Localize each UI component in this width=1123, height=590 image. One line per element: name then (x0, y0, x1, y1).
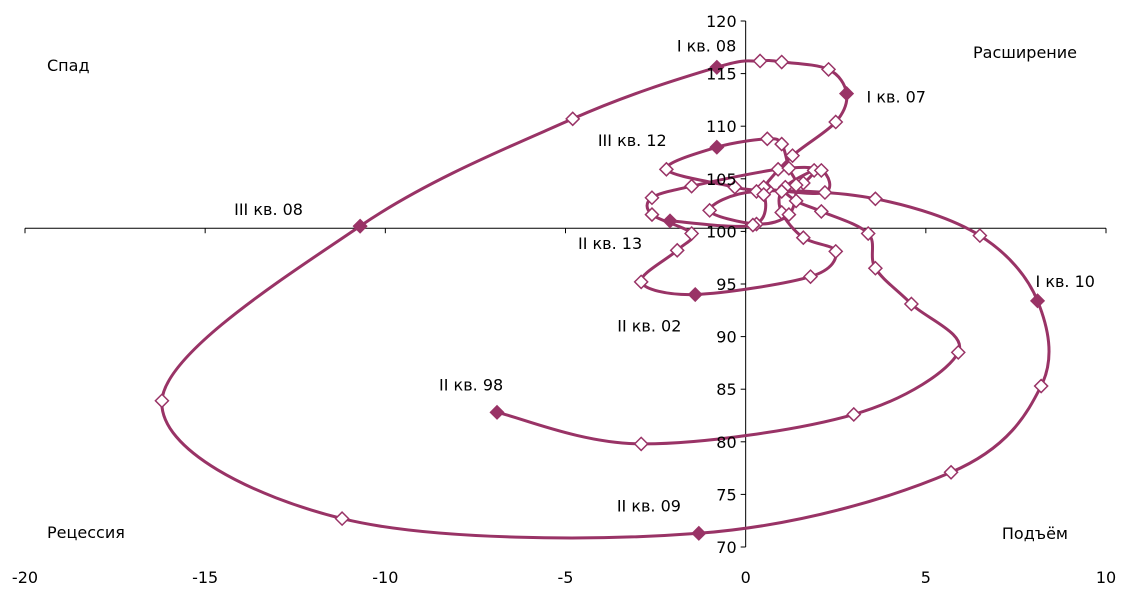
point-annotation: III кв. 08 (234, 200, 303, 219)
y-tick-label: 115 (706, 65, 737, 84)
data-point (867, 260, 883, 276)
data-point (795, 230, 811, 246)
data-point (658, 161, 674, 177)
data-point (727, 179, 743, 195)
data-point (684, 178, 700, 194)
data-point (860, 225, 876, 242)
series-layer (154, 53, 1051, 541)
data-point (813, 162, 829, 178)
y-tick-label: 90 (716, 328, 736, 347)
data-point (813, 203, 829, 219)
y-tick-label: 70 (716, 538, 736, 557)
point-annotation: I кв. 10 (1036, 272, 1095, 291)
data-point (788, 177, 804, 193)
quadrant-label-recession: Рецессия (47, 523, 125, 542)
data-point-highlight (838, 86, 855, 102)
data-point-highlight (691, 525, 707, 541)
data-point (903, 296, 919, 312)
x-tick-label: -15 (192, 568, 218, 587)
data-point (820, 61, 837, 77)
data-point (774, 183, 790, 199)
y-tick-label: 100 (706, 222, 737, 241)
y-tick-label: 85 (716, 380, 736, 399)
y-tick-label: 120 (706, 12, 737, 31)
y-tick-label: 110 (706, 117, 737, 136)
data-point-highlight (709, 59, 725, 75)
data-point (846, 406, 862, 423)
x-tick-label: 10 (1096, 568, 1116, 587)
x-tick-label: -20 (12, 568, 38, 587)
data-point (759, 131, 775, 147)
data-point (756, 187, 772, 203)
data-point (828, 243, 844, 259)
data-point (867, 191, 883, 207)
data-point (828, 114, 844, 130)
data-point (972, 228, 988, 244)
data-point (943, 464, 959, 480)
data-point (774, 136, 790, 152)
data-point (745, 217, 761, 233)
data-point (644, 190, 660, 206)
x-tick-label: 5 (921, 568, 931, 587)
data-point (684, 225, 700, 242)
y-tick-label: 80 (716, 433, 736, 452)
data-point (784, 148, 801, 164)
data-point-highlight (687, 286, 703, 303)
data-point (781, 160, 797, 176)
x-tick-label: 0 (741, 568, 751, 587)
data-point (334, 511, 350, 527)
point-annotation: I кв. 07 (867, 88, 926, 107)
point-annotation: III кв. 12 (598, 131, 667, 150)
data-point (633, 274, 649, 290)
point-annotation: II кв. 02 (617, 317, 681, 336)
data-point (633, 436, 649, 452)
data-point (950, 344, 966, 360)
point-annotation: I кв. 08 (677, 36, 736, 55)
data-point-highlight (489, 404, 505, 420)
data-point (644, 207, 660, 223)
quadrant-label-expansion: Расширение (973, 43, 1077, 62)
x-tick-label: -5 (558, 568, 574, 587)
point-annotation: II кв. 09 (617, 496, 681, 515)
data-point (1033, 378, 1049, 394)
quadrant-label-recovery: Подъём (1002, 524, 1068, 543)
data-point (752, 53, 768, 69)
y-tick-label: 105 (706, 170, 737, 189)
data-point (817, 184, 833, 201)
point-annotation: II кв. 13 (578, 234, 642, 253)
data-point (781, 207, 797, 223)
y-tick-label: 75 (716, 485, 736, 504)
data-point (802, 269, 819, 285)
data-point-highlight (352, 218, 368, 234)
data-point-highlight (709, 139, 725, 155)
labels-layer: -20 -15 -10 -5 0 5 10 70 75 80 85 90 95 100 105 110 115 1… (12, 12, 1116, 587)
axes (24, 20, 1107, 548)
data-point-highlight (1029, 293, 1046, 309)
quadrant-label-spad: Спад (47, 56, 90, 75)
data-point (702, 202, 718, 218)
x-tick-label: -10 (372, 568, 398, 587)
data-point (770, 161, 786, 177)
data-point (788, 193, 804, 209)
data-point (154, 393, 170, 409)
point-annotation: II кв. 98 (439, 375, 503, 394)
data-point (774, 54, 790, 70)
data-point (669, 242, 685, 258)
y-tick-label: 95 (716, 275, 736, 294)
data-point (565, 111, 581, 127)
data-point-highlight (662, 213, 678, 229)
